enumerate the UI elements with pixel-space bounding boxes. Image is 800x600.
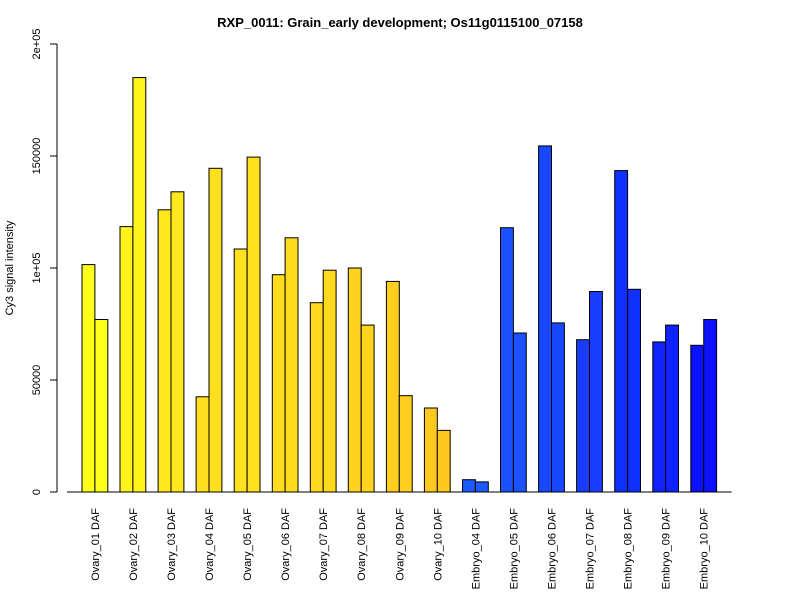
x-tick-label: Ovary_08 DAF	[356, 508, 368, 581]
y-tick-label: 2e+05	[31, 29, 43, 60]
x-tick-label: Embryo_08 DAF	[623, 508, 635, 590]
x-tick-label: Ovary_10 DAF	[432, 508, 444, 581]
x-tick-labels: Ovary_01 DAF Ovary_02 DAF Ovary_03 DAF Ovar…	[90, 508, 711, 590]
bar	[208, 167, 223, 493]
bars-group	[81, 77, 718, 493]
bar	[246, 156, 261, 493]
bar	[271, 274, 286, 493]
bar	[94, 319, 109, 493]
bar	[627, 288, 641, 493]
bar	[474, 481, 489, 493]
chart-title: RXP_0011: Grain_early development; Os11g…	[217, 15, 583, 30]
x-tick-label: Ovary_03 DAF	[166, 508, 178, 581]
x-tick-label: Embryo_06 DAF	[547, 508, 559, 590]
y-axis-label: Cy3 signal intensity	[4, 220, 16, 315]
x-tick-label: Embryo_07 DAF	[585, 508, 597, 590]
bar	[500, 227, 514, 493]
bar	[665, 324, 679, 493]
bar	[195, 396, 210, 493]
bar	[551, 322, 565, 493]
bar	[589, 291, 603, 493]
bar	[614, 170, 629, 493]
x-tick-label: Embryo_04 DAF	[470, 508, 482, 590]
x-tick-label: Ovary_09 DAF	[394, 508, 406, 581]
x-tick-label: Ovary_02 DAF	[128, 508, 140, 581]
x-tick-label: Embryo_09 DAF	[661, 508, 673, 590]
x-tick-label: Ovary_04 DAF	[204, 508, 216, 581]
bar	[157, 209, 172, 493]
y-tick-label: 50000	[31, 365, 43, 396]
bar	[119, 226, 134, 493]
x-tick-label: Embryo_10 DAF	[699, 508, 711, 590]
y-axis: 0 50000 1e+05 150000 2e+05	[31, 29, 58, 495]
y-tick-label: 1e+05	[31, 253, 43, 284]
x-tick-label: Ovary_07 DAF	[318, 508, 330, 581]
bar	[703, 319, 718, 493]
bar	[538, 145, 552, 493]
bar	[576, 339, 590, 493]
x-tick-label: Ovary_05 DAF	[242, 508, 254, 581]
bar	[423, 407, 438, 493]
x-tick-label: Ovary_01 DAF	[90, 508, 102, 581]
bar	[462, 479, 476, 493]
bar	[132, 77, 147, 493]
bar	[309, 302, 324, 493]
bar	[360, 324, 375, 493]
bar	[170, 191, 185, 493]
y-tick-label: 150000	[31, 138, 43, 175]
bar	[322, 269, 337, 493]
bar	[436, 429, 451, 493]
bar	[512, 332, 527, 493]
x-tick-label: Ovary_06 DAF	[280, 508, 292, 581]
bar	[81, 264, 96, 493]
bar	[690, 344, 705, 493]
bar	[233, 248, 248, 493]
bar	[652, 341, 667, 493]
x-tick-label: Embryo_05 DAF	[508, 508, 520, 590]
y-tick-label: 0	[31, 489, 43, 495]
bar	[347, 267, 362, 493]
bar	[398, 395, 413, 493]
bar	[385, 280, 400, 493]
bar	[284, 237, 299, 493]
